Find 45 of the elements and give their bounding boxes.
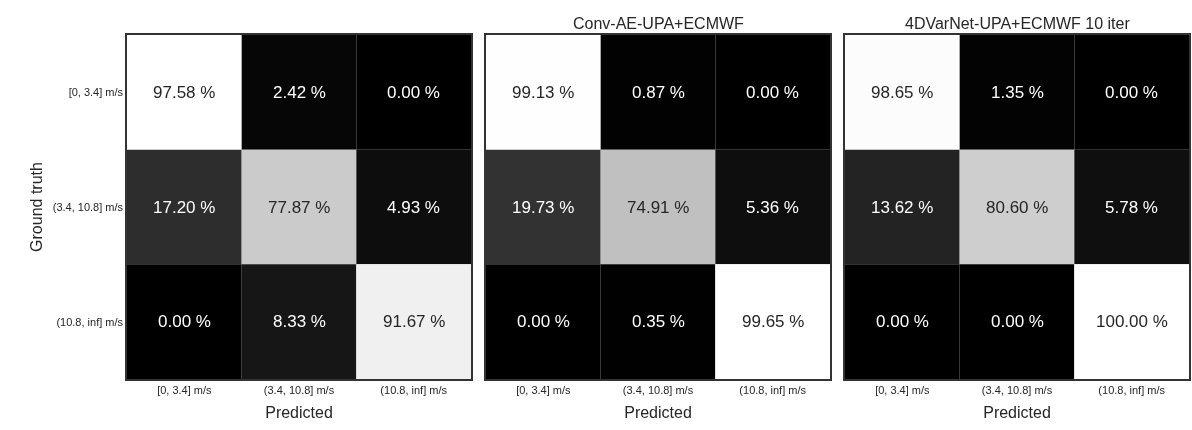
data-label: 100.00 % <box>1096 312 1168 331</box>
data-label: 5.78 % <box>1105 198 1158 217</box>
x-tick-label: (3.4, 10.8] m/s <box>622 383 694 396</box>
data-label: 0.00 % <box>158 312 211 331</box>
x-tick-label: (10.8, inf] m/s <box>1098 383 1166 396</box>
data-label: 98.65 % <box>871 83 934 102</box>
data-label: 5.36 % <box>746 198 799 217</box>
x-tick-label: (10.8, inf] m/s <box>380 383 448 396</box>
x-tick-label: [0, 3.4] m/s <box>516 383 572 396</box>
x-tick-label: (3.4, 10.8] m/s <box>263 383 335 396</box>
data-label: 99.65 % <box>742 312 805 331</box>
chart-title: Conv-AE-UPA+ECMWF <box>573 15 745 32</box>
data-label: 19.73 % <box>512 198 575 217</box>
data-label: 80.60 % <box>986 198 1049 217</box>
data-label: 74.91 % <box>627 198 690 217</box>
data-label: 0.00 % <box>746 83 799 102</box>
data-label: 1.35 % <box>991 83 1044 102</box>
data-label: 97.58 % <box>153 83 216 102</box>
chart-title: 4DVarNet-UPA+ECMWF 10 iter <box>905 15 1131 32</box>
y-axis-title: Ground truth <box>28 162 46 252</box>
x-axis-title: Predicted <box>624 404 692 422</box>
data-label: 13.62 % <box>871 198 934 217</box>
x-tick-label: (10.8, inf] m/s <box>739 383 807 396</box>
data-label: 0.00 % <box>387 83 440 102</box>
x-axis-title: Predicted <box>265 404 333 422</box>
y-tick-label: [0, 3.4] m/s <box>68 86 124 99</box>
data-label: 0.00 % <box>991 312 1044 331</box>
data-label: 8.33 % <box>273 312 326 331</box>
data-label: 0.35 % <box>632 312 685 331</box>
data-label: 77.87 % <box>268 198 331 217</box>
data-label: 0.87 % <box>632 83 685 102</box>
x-tick-label: [0, 3.4] m/s <box>875 383 931 396</box>
y-tick-label: (3.4, 10.8] m/s <box>52 200 124 213</box>
data-label: 91.67 % <box>383 312 446 331</box>
data-label: 4.93 % <box>387 198 440 217</box>
x-tick-label: [0, 3.4] m/s <box>157 383 213 396</box>
data-label: 99.13 % <box>512 83 575 102</box>
data-label: 0.00 % <box>876 312 929 331</box>
data-label: 0.00 % <box>517 312 570 331</box>
data-label: 2.42 % <box>273 83 326 102</box>
x-tick-label: (3.4, 10.8] m/s <box>981 383 1053 396</box>
data-label: 0.00 % <box>1105 83 1158 102</box>
data-label: 17.20 % <box>153 198 216 217</box>
x-axis-title: Predicted <box>983 404 1051 422</box>
y-tick-label: (10.8, inf] m/s <box>56 315 124 328</box>
